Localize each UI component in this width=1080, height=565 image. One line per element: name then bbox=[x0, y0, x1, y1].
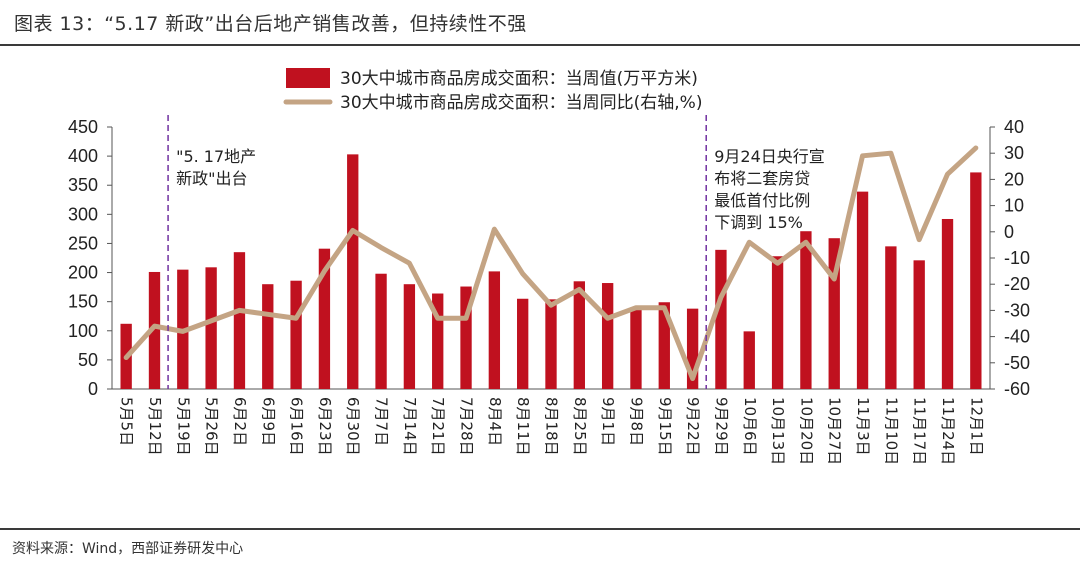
x-tick-label: 6月9日 bbox=[259, 397, 277, 446]
x-tick-label: 9月15日 bbox=[656, 397, 674, 456]
x-tick-label: 10月6日 bbox=[741, 397, 759, 456]
annotation-text: 9月24日央行宣 bbox=[714, 147, 825, 166]
right-tick-label: 20 bbox=[1004, 169, 1024, 189]
bar bbox=[630, 307, 642, 389]
bar bbox=[828, 238, 840, 389]
x-tick-label: 5月19日 bbox=[174, 397, 192, 456]
bar bbox=[262, 284, 274, 389]
bar bbox=[347, 154, 359, 389]
x-tick-label: 5月26日 bbox=[203, 397, 221, 456]
annotation-text: 布将二套房贷 bbox=[714, 169, 810, 188]
bar bbox=[970, 172, 982, 389]
x-tick-label: 7月7日 bbox=[373, 397, 391, 446]
right-tick-label: -30 bbox=[1004, 300, 1030, 320]
bar bbox=[205, 267, 217, 389]
bar bbox=[800, 231, 812, 389]
left-tick-label: 0 bbox=[88, 379, 98, 399]
legend-bar-swatch bbox=[286, 68, 330, 88]
bar bbox=[375, 273, 387, 389]
bottom-rule bbox=[0, 528, 1080, 530]
x-tick-label: 11月10日 bbox=[882, 397, 900, 465]
bar bbox=[658, 302, 670, 389]
x-tick-label: 8月4日 bbox=[486, 397, 504, 446]
bar bbox=[460, 286, 472, 389]
bar bbox=[885, 246, 897, 389]
right-tick-label: -60 bbox=[1004, 379, 1030, 399]
bar bbox=[573, 281, 585, 389]
chart-title: 图表 13：“5.17 新政”出台后地产销售改善，但持续性不强 bbox=[14, 13, 527, 35]
x-tick-label: 5月5日 bbox=[118, 397, 136, 446]
bar bbox=[545, 299, 557, 389]
x-tick-label: 10月13日 bbox=[769, 397, 787, 465]
right-tick-label: -50 bbox=[1004, 353, 1030, 373]
bar bbox=[743, 331, 755, 389]
bar bbox=[290, 280, 302, 389]
annotation-text: "5. 17地产 bbox=[176, 147, 256, 166]
right-tick-label: 0 bbox=[1004, 222, 1014, 242]
left-tick-label: 50 bbox=[78, 350, 98, 370]
left-tick-label: 250 bbox=[68, 233, 98, 253]
left-tick-label: 200 bbox=[68, 263, 98, 283]
x-tick-label: 9月1日 bbox=[599, 397, 617, 446]
x-tick-label: 8月18日 bbox=[543, 397, 561, 456]
x-tick-label: 11月3日 bbox=[854, 397, 872, 456]
x-tick-label: 8月25日 bbox=[571, 397, 589, 456]
chart-canvas: 050100150200250300350400450-60-50-40-30-… bbox=[68, 68, 1030, 465]
x-tick-label: 5月12日 bbox=[146, 397, 164, 456]
x-tick-label: 12月1日 bbox=[967, 397, 985, 456]
bar bbox=[432, 293, 444, 389]
bar bbox=[488, 271, 501, 389]
bar bbox=[686, 308, 699, 389]
x-tick-label: 6月2日 bbox=[231, 397, 249, 446]
left-tick-label: 100 bbox=[68, 321, 98, 341]
bar bbox=[856, 191, 869, 389]
annotation-text: 下调到 15% bbox=[714, 213, 803, 232]
right-tick-label: -10 bbox=[1004, 248, 1030, 268]
x-tick-label: 6月23日 bbox=[316, 397, 334, 456]
bar bbox=[715, 249, 727, 389]
x-tick-label: 8月11日 bbox=[514, 397, 532, 456]
right-tick-label: -40 bbox=[1004, 327, 1030, 347]
title-bar: 图表 13：“5.17 新政”出台后地产销售改善，但持续性不强 bbox=[0, 0, 1080, 44]
right-tick-label: -20 bbox=[1004, 274, 1030, 294]
legend-bar-label: 30大中城市商品房成交面积：当周值(万平方米) bbox=[340, 69, 698, 89]
x-tick-label: 11月24日 bbox=[939, 397, 957, 465]
x-tick-label: 9月22日 bbox=[684, 397, 702, 456]
left-tick-label: 300 bbox=[68, 204, 98, 224]
x-tick-label: 10月27日 bbox=[826, 397, 844, 465]
bar bbox=[913, 260, 925, 389]
left-tick-label: 150 bbox=[68, 292, 98, 312]
x-tick-label: 9月29日 bbox=[712, 397, 730, 456]
right-tick-label: 10 bbox=[1004, 196, 1024, 216]
annotation-text: 新政"出台 bbox=[176, 169, 247, 188]
x-tick-label: 6月16日 bbox=[288, 397, 306, 456]
bar bbox=[517, 298, 529, 389]
bar bbox=[601, 283, 614, 389]
bar bbox=[403, 284, 416, 389]
x-tick-label: 11月17日 bbox=[911, 397, 929, 465]
x-tick-label: 7月21日 bbox=[429, 397, 447, 456]
top-rule bbox=[0, 44, 1080, 46]
annotation-text: 最低首付比例 bbox=[714, 191, 810, 210]
legend-line-label: 30大中城市商品房成交面积：当周同比(右轴,%) bbox=[340, 93, 702, 113]
bar bbox=[148, 271, 161, 389]
series-line bbox=[123, 145, 979, 382]
x-tick-label: 9月8日 bbox=[627, 397, 645, 446]
source-note: 资料来源：Wind，西部证券研发中心 bbox=[12, 541, 244, 557]
x-tick-label: 7月14日 bbox=[401, 397, 419, 456]
x-tick-label: 10月20日 bbox=[797, 397, 815, 465]
bar bbox=[318, 248, 331, 389]
left-tick-label: 400 bbox=[68, 146, 98, 166]
right-tick-label: 30 bbox=[1004, 143, 1024, 163]
x-tick-label: 6月30日 bbox=[344, 397, 362, 456]
left-tick-label: 450 bbox=[68, 117, 98, 137]
bar bbox=[771, 256, 784, 389]
bar bbox=[233, 252, 246, 389]
right-tick-label: 40 bbox=[1004, 117, 1024, 137]
left-tick-label: 350 bbox=[68, 175, 98, 195]
bar bbox=[941, 218, 954, 389]
x-tick-label: 7月28日 bbox=[458, 397, 476, 456]
